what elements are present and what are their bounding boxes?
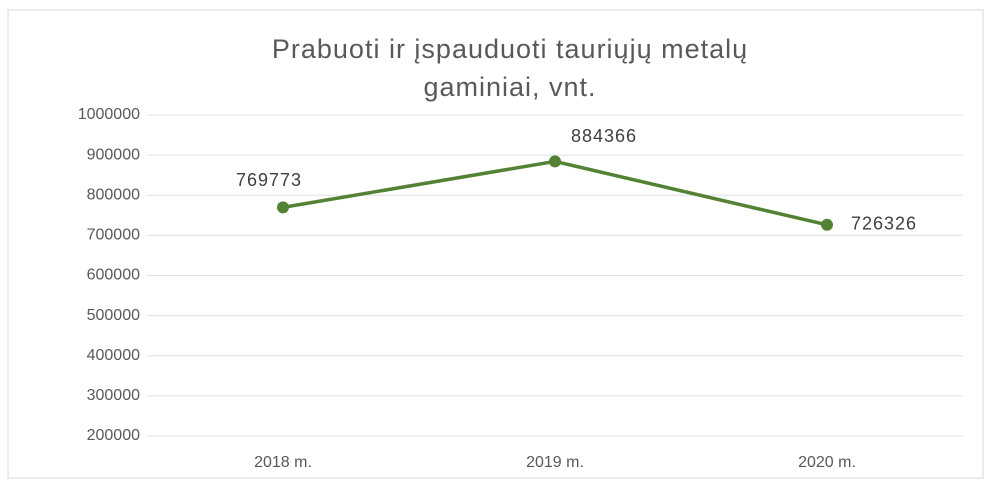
y-tick-label: 1000000 [78,106,140,123]
line [282,159,828,227]
data-label: 769773 [236,170,302,190]
chart-title: Prabuoti ir įspauduoti tauriųjų metalų g… [271,34,749,102]
marker [549,155,561,168]
chart-border [7,9,984,479]
marker [821,218,833,231]
data-label: 884366 [571,126,637,146]
y-tick-label: 700000 [87,227,140,244]
y-tick-label: 600000 [87,267,140,284]
x-tick-label: 2018 m. [254,454,312,471]
y-tick-label: 800000 [87,186,140,203]
marker [277,201,289,214]
x-tick-label: 2019 m. [526,454,584,471]
data-label: 726326 [851,214,917,234]
y-tick-label: 900000 [87,146,140,163]
x-tick-label: 2020 m. [798,454,856,471]
y-tick-label: 500000 [87,307,140,324]
y-tick-label: 300000 [87,387,140,404]
y-tick-label: 200000 [87,427,140,444]
y-tick-label: 400000 [87,347,140,364]
